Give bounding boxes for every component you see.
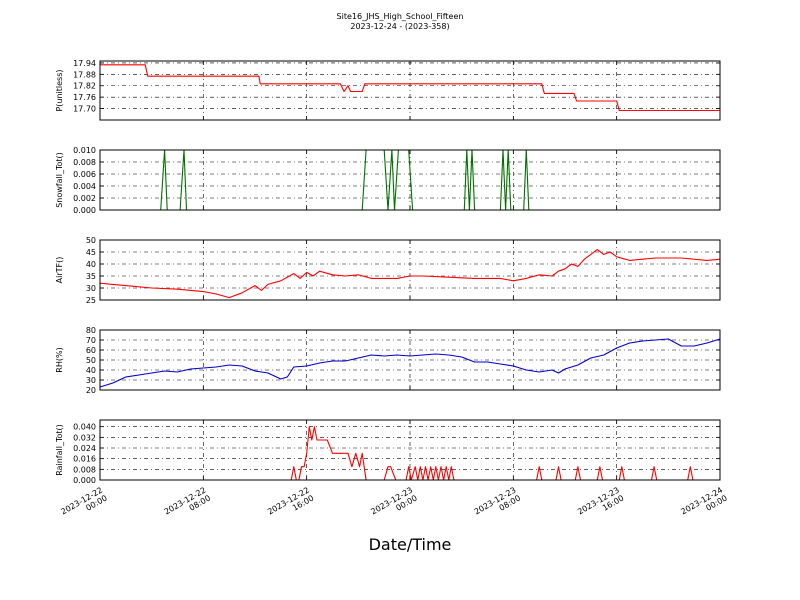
y-tick-label: 17.82 [73, 82, 96, 91]
y-tick-label: 20 [86, 386, 96, 395]
plot-frame [99, 419, 721, 481]
y-axis-label: Snowfall_Tot() [55, 152, 64, 208]
y-tick-label: 0.010 [73, 146, 96, 155]
panel-2: 0.000 0.002 0.004 0.006 0.008 0.010 Snowfall_T… [55, 146, 721, 215]
chart-subtitle: 2023-12-24 - (2023-358) [350, 22, 449, 31]
y-axis-label: P(unitless) [55, 69, 64, 111]
chart-title: Site16_JHS_High_School_Fifteen [337, 12, 464, 21]
y-tick-label: 50 [86, 236, 96, 245]
y-tick-label: 0.002 [73, 194, 96, 203]
series-line [99, 249, 721, 299]
plot-frame [99, 149, 721, 211]
y-tick-label: 60 [86, 346, 96, 355]
y-tick-label: 0.008 [73, 158, 96, 167]
y-tick-label: 30 [86, 284, 96, 293]
y-tick-label: 35 [86, 272, 96, 281]
y-tick-label: 0.016 [73, 455, 96, 464]
panel-1: 17.70 17.76 17.82 17.88 17.94 P(unitless) [55, 59, 721, 121]
series-line [100, 64, 720, 112]
y-axis-label: RH(%) [55, 347, 64, 372]
y-tick-label: 0.004 [73, 182, 96, 191]
y-tick-label: 17.70 [73, 105, 96, 114]
y-tick-label: 17.88 [73, 70, 96, 79]
y-tick-label: 30 [86, 376, 96, 385]
y-tick-label: 17.76 [73, 93, 96, 102]
plot-frame [99, 60, 721, 121]
panels-group: 17.70 17.76 17.82 17.88 17.94 P(unitless) 0.00… [55, 59, 721, 485]
y-tick-label: 45 [86, 248, 96, 257]
y-tick-label: 0.000 [73, 206, 96, 215]
plot-frame [99, 239, 721, 301]
y-tick-label: 0.000 [73, 476, 96, 485]
y-tick-label: 40 [86, 366, 96, 375]
y-tick-label: 17.94 [73, 59, 96, 68]
y-tick-label: 0.024 [73, 444, 96, 453]
y-tick-label: 25 [86, 296, 96, 305]
y-tick-label: 0.008 [73, 465, 96, 474]
y-axis-label: AirTF() [55, 257, 64, 284]
y-tick-label: 70 [86, 336, 96, 345]
y-tick-label: 0.006 [73, 170, 96, 179]
y-tick-label: 40 [86, 260, 96, 269]
plot-frame [99, 329, 721, 391]
series-line [99, 338, 721, 388]
y-tick-label: 50 [86, 356, 96, 365]
x-axis-label: Date/Time [369, 535, 452, 554]
y-axis-label: Rainfall_Tot() [55, 424, 64, 476]
y-tick-label: 0.040 [73, 423, 96, 432]
y-tick-label: 80 [86, 326, 96, 335]
y-tick-label: 0.032 [73, 433, 96, 442]
panel-3: 25 30 35 40 45 50 AirTF() [55, 236, 721, 305]
